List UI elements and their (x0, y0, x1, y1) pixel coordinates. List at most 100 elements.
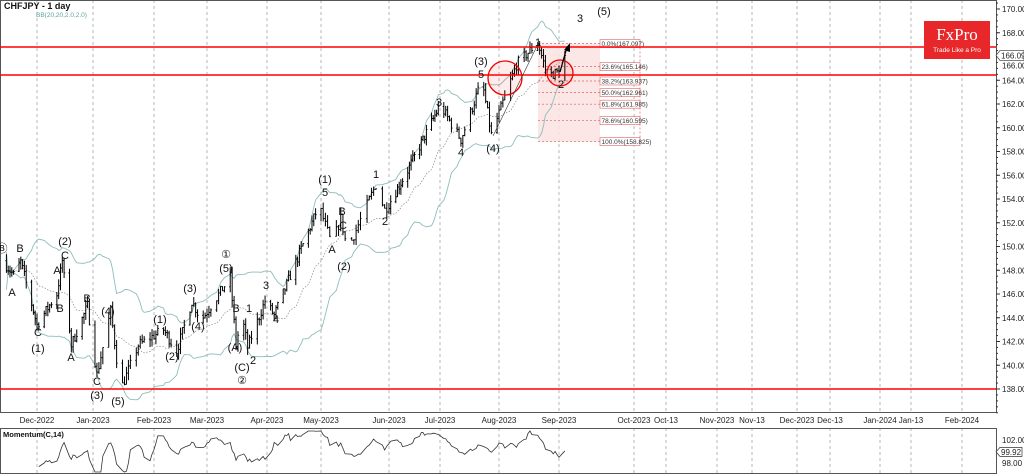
fib-label: 0.0%(167.097) (602, 41, 645, 48)
y-tick-label: 152.000 (1002, 219, 1024, 228)
wave-label: (2) (337, 261, 350, 273)
wave-label: (1) (31, 343, 44, 355)
chart-title: CHFJPY - 1 day (4, 1, 71, 11)
x-tick-label: Feb-2024 (945, 416, 980, 425)
x-tick-label: Jan-2024 (863, 416, 897, 425)
current-price-tag (995, 50, 1024, 61)
wave-label: C (34, 327, 42, 339)
wave-label: C (93, 376, 101, 388)
x-tick-label: Dec-13 (817, 416, 843, 425)
fib-label-box (599, 137, 641, 147)
momentum-current-label: 99.92 (1001, 448, 1022, 457)
wave-label: (4) (101, 306, 114, 318)
y-tick-label: 150.000 (1002, 243, 1024, 252)
wave-label: 3 (436, 97, 442, 109)
arrow-head-icon (564, 43, 570, 52)
momentum-tick-label: 98.00 (1002, 459, 1023, 468)
wave-label: (1) (318, 174, 331, 186)
x-tick-label: Dec-2022 (20, 416, 55, 425)
wave-label: 3 (263, 280, 269, 292)
wave-label: A (8, 287, 16, 299)
x-tick-label: May-2023 (303, 416, 339, 425)
x-tick-label: Aug-2023 (482, 416, 517, 425)
x-tick-label: Oct-13 (654, 416, 679, 425)
wave-label: (5) (111, 396, 124, 408)
wave-label: (5) (219, 263, 232, 275)
highlight-circle (487, 60, 523, 96)
x-tick-label: Nov-13 (739, 416, 765, 425)
wave-label: A (67, 352, 75, 364)
momentum-frame (0, 428, 997, 474)
y-tick-label: 164.000 (1002, 76, 1024, 85)
y-tick-label: 144.000 (1002, 314, 1024, 323)
x-tick-label: Mar-2023 (190, 416, 225, 425)
wave-label: 2 (558, 79, 564, 91)
wave-label: 2 (382, 216, 388, 228)
x-tick-label: Sep-2023 (542, 416, 577, 425)
wave-label: ② (237, 375, 247, 387)
x-tick-label: Jul-2023 (425, 416, 456, 425)
wave-label: 4 (273, 314, 279, 326)
wave-label: (3) (90, 390, 103, 402)
bollinger-middle (6, 61, 565, 354)
bollinger-upper (5, 20, 565, 324)
wave-label: C (339, 220, 347, 232)
wave-label: (2) (165, 351, 178, 363)
x-tick-label: Feb-2023 (137, 416, 172, 425)
indicator-label: BB(20,20,2.0,2.0) (36, 12, 87, 19)
wave-label: (A) (228, 342, 243, 354)
wave-label: 2 (250, 355, 256, 367)
fib-label: 50.0%(162.961) (602, 90, 648, 97)
plot-frame (0, 0, 997, 413)
x-tick-label: Jan-13 (899, 416, 924, 425)
x-tick-label: Dec-2023 (780, 416, 815, 425)
wave-label: 4 (458, 147, 464, 159)
momentum-tick-label: 102.00 (1002, 436, 1024, 445)
wave-label: (4) (191, 321, 204, 333)
wave-label: (5) (597, 6, 610, 18)
wave-label: B (56, 303, 63, 315)
y-tick-label: 168.000 (1002, 29, 1024, 38)
momentum-line (38, 430, 566, 473)
y-tick-label: 154.000 (1002, 195, 1024, 204)
fib-trend-line (492, 43, 539, 137)
wave-label: 1 (373, 169, 379, 181)
wave-label: 3 (577, 13, 583, 25)
wave-label: (C) (234, 362, 249, 374)
forecast-arrow-line (559, 46, 568, 73)
fib-label: 100.0%(158.825) (602, 139, 652, 146)
wave-label: (1) (153, 314, 166, 326)
y-tick-label: 146.000 (1002, 290, 1024, 299)
wave-label: (3) (474, 56, 487, 68)
wave-label: 5 (322, 187, 328, 199)
wave-label: A (53, 265, 61, 277)
wave-label: 5 (478, 69, 484, 81)
x-tick-label: Jun-2023 (372, 416, 406, 425)
fib-label: 61.8%(161.985) (602, 102, 648, 109)
bollinger-lower (5, 81, 566, 401)
fxpro-logo: FxPro Trade Like a Pro (924, 21, 990, 59)
wave-label: (4) (486, 143, 499, 155)
x-tick-label: Apr-2023 (251, 416, 284, 425)
momentum-title: Momentum(C,14) (3, 430, 64, 439)
y-tick-label: 148.000 (1002, 266, 1024, 275)
x-tick-label: Nov-2023 (700, 416, 735, 425)
wave-label: A (328, 244, 336, 256)
wave-label: B (16, 243, 23, 255)
fib-label-box (599, 62, 641, 71)
x-tick-label: Oct-2023 (618, 416, 651, 425)
y-tick-label: 138.000 (1002, 385, 1024, 394)
y-tick-label: 158.000 (1002, 148, 1024, 157)
wave-label: B (83, 293, 90, 305)
momentum-current-tag (995, 447, 1023, 457)
highlight-circle (546, 59, 574, 87)
logo-tagline: Trade Like a Pro (933, 47, 981, 54)
wave-label: ① (221, 249, 231, 261)
current-price-label: 166.091 (1001, 51, 1024, 60)
y-tick-label: 166.000 (1002, 61, 1024, 70)
logo-brand: FxPro (936, 25, 978, 44)
wave-label: (3) (183, 283, 196, 295)
y-tick-label: 170.000 (1002, 5, 1024, 14)
wave-label: (2) (58, 236, 71, 248)
